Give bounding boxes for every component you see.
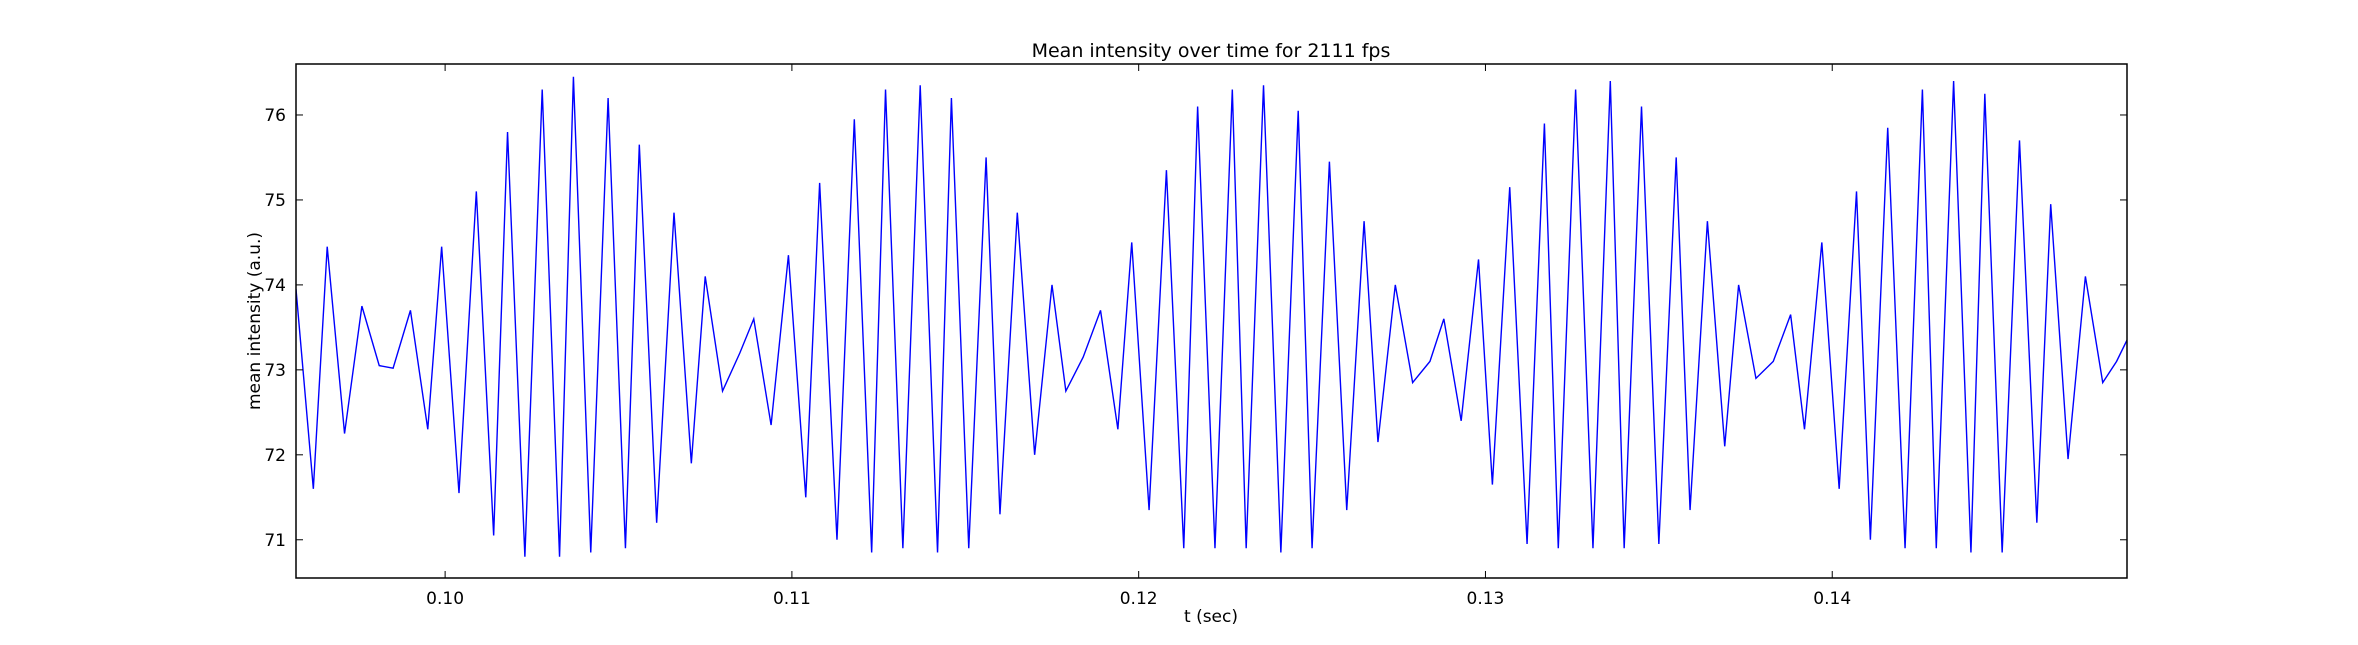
x-tick-label: 0.11 (773, 589, 811, 609)
y-tick-label: 73 (264, 361, 286, 381)
y-tick-label: 71 (264, 531, 286, 551)
y-tick-label: 74 (264, 276, 286, 296)
x-axis-label: t (sec) (1184, 607, 1238, 627)
x-tick-label: 0.14 (1813, 589, 1851, 609)
axis-ticks: 0.10 0.11 0.12 0.13 0.14 71 72 73 74 75 76 (264, 64, 2127, 609)
series-line (296, 76, 2127, 557)
y-tick-label: 75 (264, 191, 286, 211)
y-tick-label: 76 (264, 106, 286, 126)
x-tick-label: 0.10 (426, 589, 464, 609)
y-tick-label: 72 (264, 446, 286, 466)
plot-area (296, 76, 2127, 557)
x-tick-label: 0.12 (1120, 589, 1158, 609)
plot-frame (295, 63, 2128, 579)
chart-title: Mean intensity over time for 2111 fps (1032, 40, 1391, 62)
x-tick-label: 0.13 (1467, 589, 1505, 609)
y-axis-label: mean intensity (a.u.) (245, 232, 265, 410)
